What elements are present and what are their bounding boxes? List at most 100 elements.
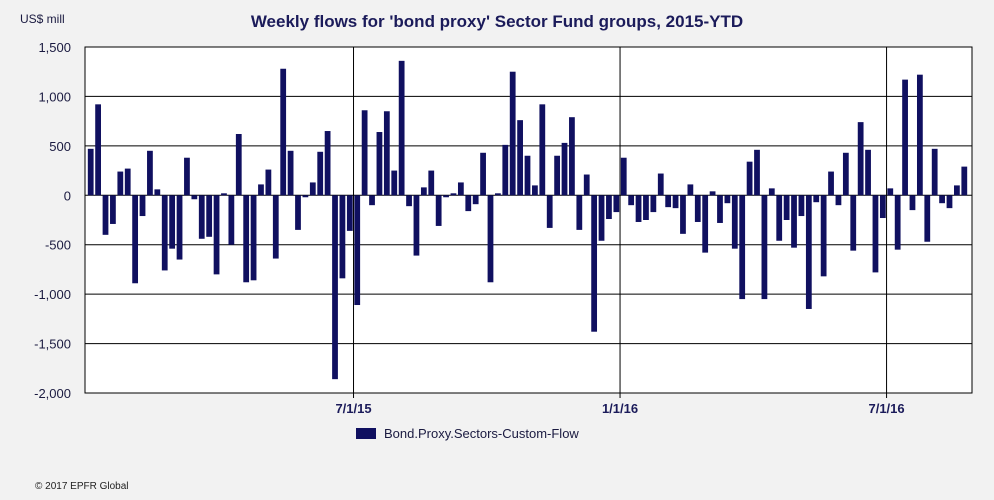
bar bbox=[717, 195, 723, 223]
bar bbox=[184, 157, 190, 196]
bar bbox=[554, 155, 561, 196]
bar bbox=[243, 195, 250, 283]
bar bbox=[361, 110, 368, 196]
bar bbox=[221, 193, 227, 196]
bar bbox=[398, 60, 405, 196]
bar bbox=[768, 188, 775, 196]
bar bbox=[132, 195, 139, 284]
bar bbox=[250, 195, 257, 281]
bar bbox=[317, 151, 324, 196]
bar bbox=[450, 193, 457, 196]
bar bbox=[569, 117, 575, 196]
bar bbox=[857, 122, 864, 196]
bar bbox=[406, 195, 412, 207]
bar bbox=[872, 195, 879, 273]
x-tick-label: 7/1/16 bbox=[868, 401, 904, 416]
bar bbox=[850, 195, 857, 251]
bar bbox=[776, 195, 783, 241]
y-tick-label: -1,000 bbox=[34, 287, 71, 302]
legend-label: Bond.Proxy.Sectors-Custom-Flow bbox=[384, 426, 579, 441]
bar bbox=[428, 170, 435, 196]
bar bbox=[635, 195, 642, 222]
bar bbox=[280, 68, 287, 196]
bar bbox=[613, 195, 620, 213]
bar bbox=[546, 195, 553, 228]
bar bbox=[354, 195, 361, 306]
bar bbox=[435, 195, 442, 226]
bar bbox=[813, 195, 820, 203]
bar bbox=[517, 120, 523, 196]
bar bbox=[902, 79, 908, 196]
bar bbox=[287, 150, 294, 196]
bar bbox=[139, 195, 146, 217]
bar bbox=[509, 71, 516, 196]
bar bbox=[169, 195, 176, 249]
bar bbox=[302, 195, 309, 198]
legend-swatch bbox=[356, 428, 376, 439]
bar bbox=[117, 171, 124, 196]
bar bbox=[110, 195, 116, 224]
bar bbox=[102, 195, 109, 235]
y-axis-unit-label: US$ mill bbox=[20, 12, 65, 26]
y-tick-label: 1,000 bbox=[38, 89, 71, 104]
bar bbox=[680, 195, 686, 234]
y-tick-label: 500 bbox=[49, 139, 71, 154]
y-tick-label: -1,500 bbox=[34, 337, 71, 352]
bar bbox=[665, 195, 672, 208]
bar bbox=[694, 195, 701, 222]
bar bbox=[791, 195, 797, 248]
bar bbox=[147, 150, 153, 196]
legend: Bond.Proxy.Sectors-Custom-Flow bbox=[356, 426, 579, 441]
bar bbox=[561, 142, 568, 196]
bar bbox=[798, 195, 805, 217]
bar bbox=[754, 149, 760, 196]
bar bbox=[620, 157, 627, 196]
bar bbox=[198, 195, 205, 239]
bar bbox=[191, 195, 198, 200]
bar bbox=[598, 195, 605, 241]
bar bbox=[606, 195, 612, 220]
bar bbox=[672, 195, 679, 209]
bar bbox=[924, 195, 931, 242]
bar bbox=[761, 195, 768, 300]
bar bbox=[228, 195, 235, 245]
bar bbox=[731, 195, 738, 249]
bar bbox=[842, 152, 849, 196]
bar bbox=[820, 195, 827, 277]
y-tick-label: -2,000 bbox=[34, 386, 71, 401]
bar bbox=[265, 169, 272, 196]
bar bbox=[235, 133, 242, 196]
bar bbox=[583, 174, 590, 196]
bar bbox=[961, 166, 968, 196]
bar bbox=[946, 195, 953, 209]
bar bbox=[465, 195, 472, 212]
bar bbox=[805, 195, 812, 309]
bar bbox=[746, 161, 753, 196]
y-tick-label: -500 bbox=[45, 238, 71, 253]
bar bbox=[309, 182, 316, 196]
bar bbox=[376, 132, 383, 196]
bar bbox=[887, 188, 894, 196]
bar bbox=[487, 195, 494, 283]
bar bbox=[628, 195, 635, 206]
bar bbox=[87, 148, 94, 196]
bar bbox=[865, 149, 871, 196]
bar bbox=[383, 111, 390, 196]
bar bbox=[724, 195, 731, 204]
bar bbox=[524, 155, 531, 196]
bar bbox=[480, 152, 486, 196]
x-tick-label: 7/1/15 bbox=[335, 401, 371, 416]
y-tick-label: 0 bbox=[64, 188, 71, 203]
bar bbox=[576, 195, 583, 230]
bar bbox=[339, 195, 346, 279]
bar bbox=[176, 195, 183, 260]
bar bbox=[346, 195, 353, 231]
bar bbox=[702, 195, 709, 253]
bar bbox=[213, 195, 220, 275]
bar bbox=[709, 191, 716, 196]
bar bbox=[332, 195, 338, 380]
chart-title: Weekly flows for 'bond proxy' Sector Fun… bbox=[250, 12, 744, 31]
bar bbox=[879, 195, 886, 219]
bar bbox=[783, 195, 790, 220]
